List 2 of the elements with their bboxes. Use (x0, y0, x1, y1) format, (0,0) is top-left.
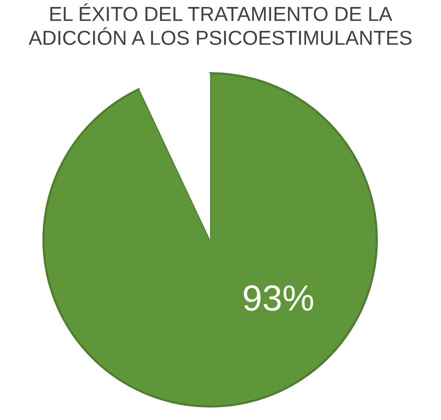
chart-title: EL ÉXITO DEL TRATAMIENTO DE LA ADICCIÓN A LOS PSICOESTIMULANTES (28, 3, 412, 45)
data-label: 93% (244, 285, 314, 311)
